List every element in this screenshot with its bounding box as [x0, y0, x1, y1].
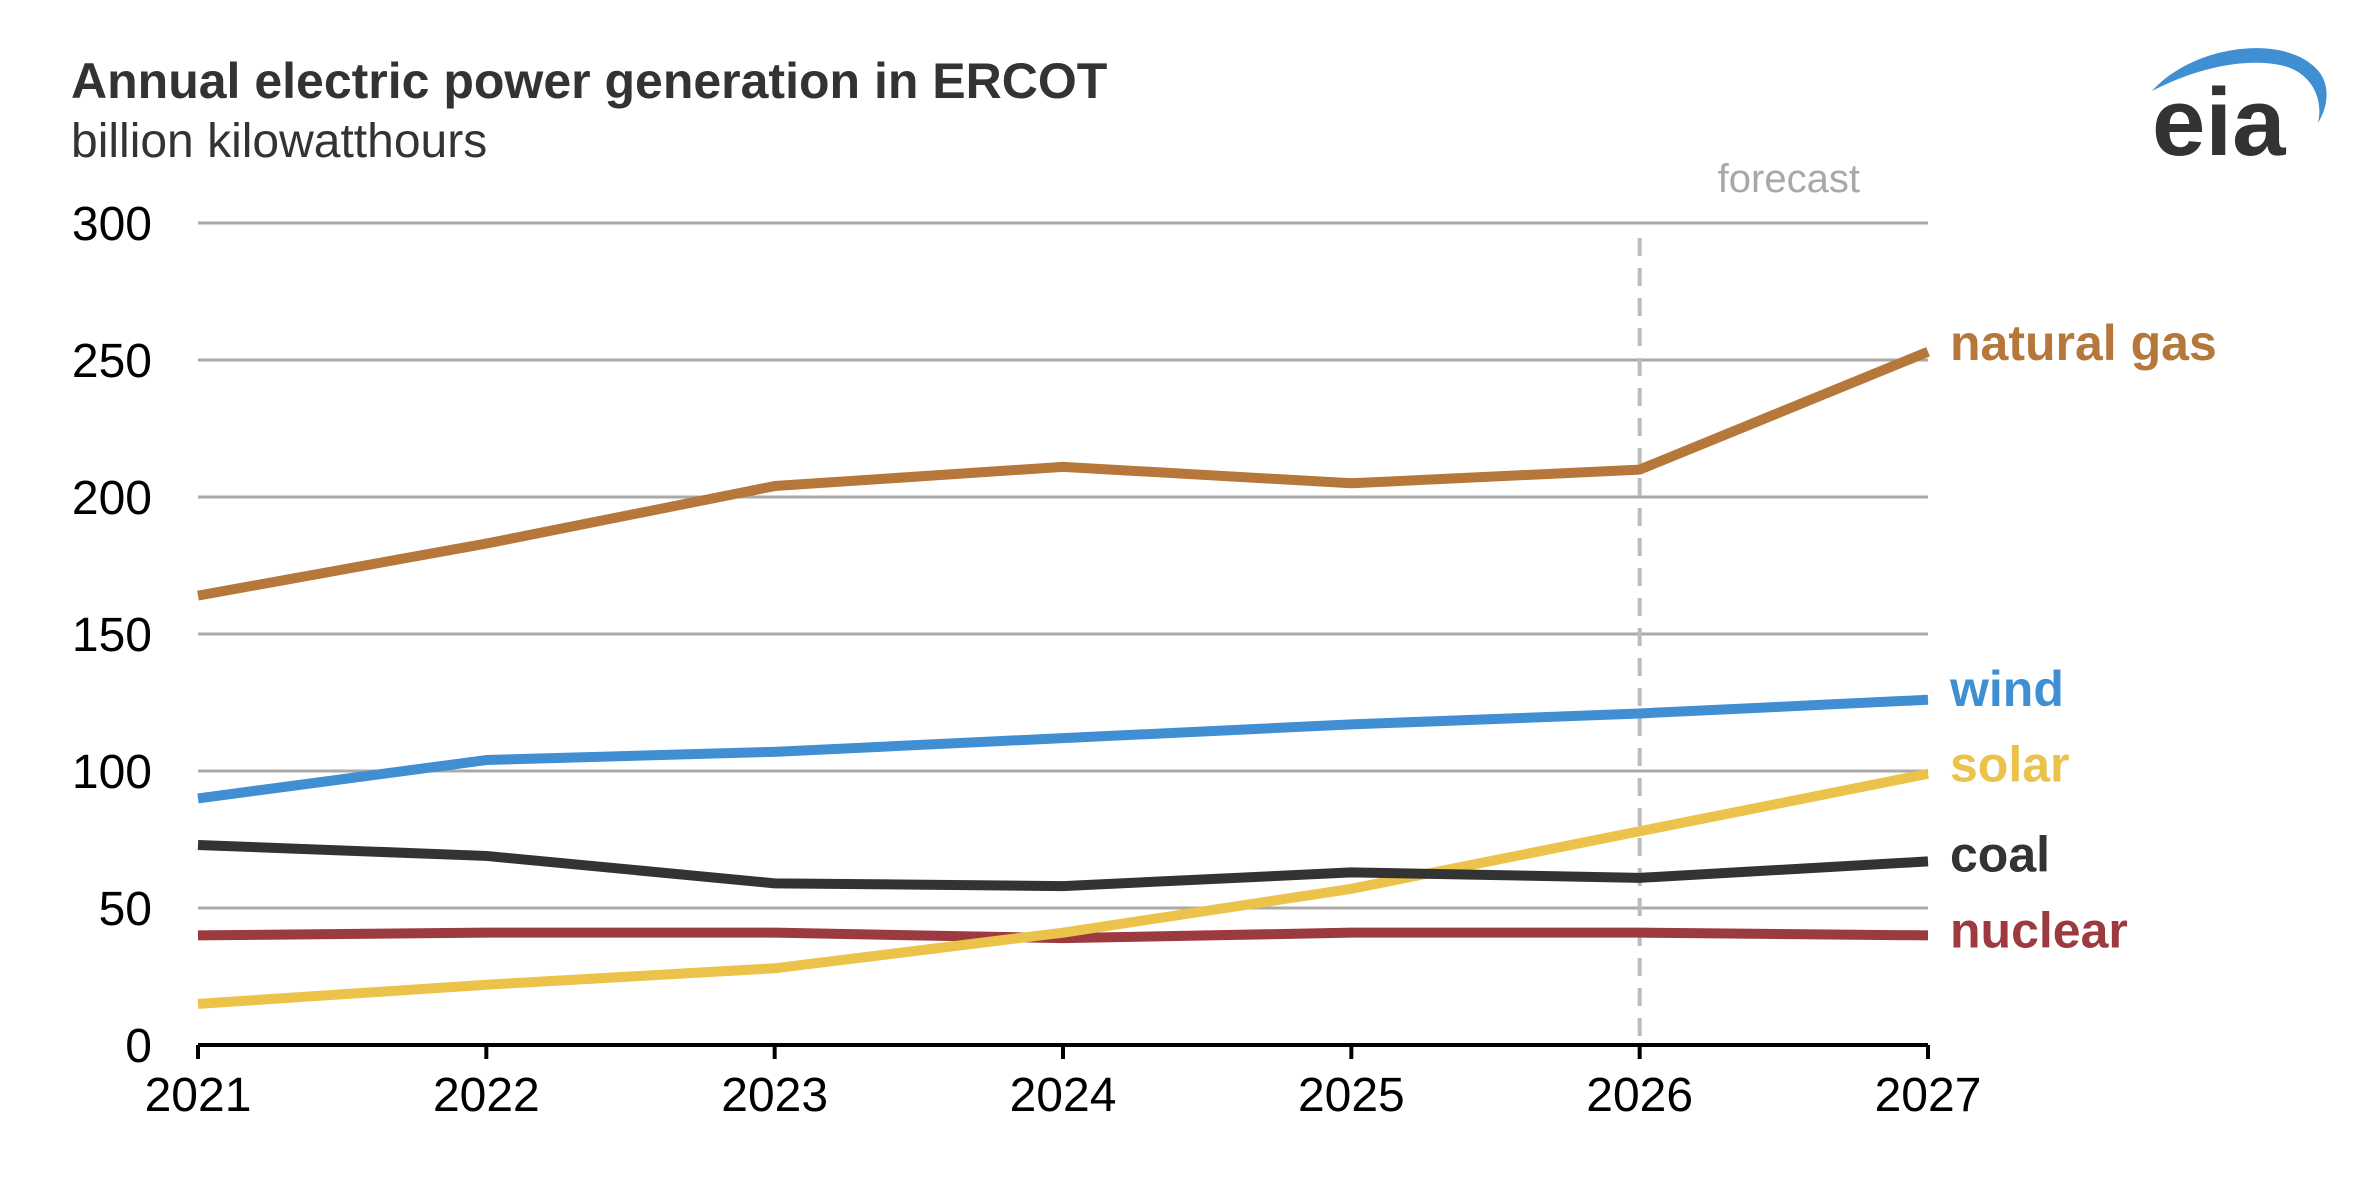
- x-tick-label: 2027: [1875, 1069, 1982, 1122]
- x-tick-label: 2026: [1586, 1069, 1693, 1122]
- series-line-coal: [197, 839, 1929, 892]
- y-tick-label: 50: [99, 883, 152, 936]
- y-tick-label: 100: [72, 746, 152, 799]
- eia-logo: eia: [2152, 48, 2327, 175]
- series-label-natural-gas: natural gas: [1950, 315, 2217, 371]
- x-axis: 2021 2022 2023 2024 2025 2026 2027: [145, 1043, 1982, 1122]
- series-label-nuclear: nuclear: [1950, 902, 2128, 958]
- y-tick-label: 300: [72, 198, 152, 251]
- series-lines: [197, 347, 1930, 1009]
- series-label-solar: solar: [1950, 737, 2070, 793]
- chart-subtitle: billion kilowatthours: [71, 115, 488, 168]
- chart-title: Annual electric power generation in ERCO…: [71, 53, 1108, 109]
- x-tick-label: 2025: [1298, 1069, 1405, 1122]
- y-tick-label: 0: [125, 1020, 152, 1073]
- x-tick-label: 2024: [1010, 1069, 1117, 1122]
- gridlines: [198, 221, 1928, 910]
- series-label-wind: wind: [1949, 661, 2064, 717]
- series-line-solar: [197, 768, 1929, 1009]
- series-label-coal: coal: [1950, 826, 2050, 882]
- y-tick-label: 150: [72, 609, 152, 662]
- logo-text: eia: [2152, 69, 2286, 175]
- series-line-nuclear: [197, 927, 1929, 944]
- logo-swoosh: [2152, 48, 2327, 123]
- series-line-wind: [197, 694, 1929, 804]
- forecast-label: forecast: [1718, 157, 1860, 201]
- forecast-region: forecast: [1637, 157, 1860, 1045]
- x-tick-label: 2022: [433, 1069, 540, 1122]
- y-tick-label: 250: [72, 335, 152, 388]
- x-tick-label: 2023: [721, 1069, 828, 1122]
- y-axis: 0 50 100 150 200 250 300: [72, 198, 152, 1073]
- x-tick-label: 2021: [145, 1069, 252, 1122]
- y-tick-label: 200: [72, 472, 152, 525]
- series-line-natural-gas: [197, 347, 1930, 601]
- series-labels: natural gas wind solar coal nuclear: [1949, 315, 2217, 959]
